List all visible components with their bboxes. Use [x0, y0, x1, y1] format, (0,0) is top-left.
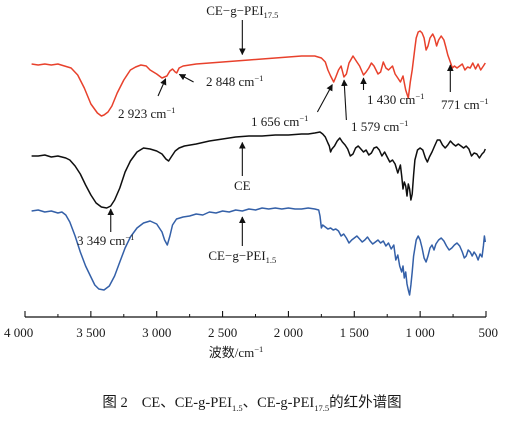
peak-label-sup: −1	[125, 232, 134, 242]
series-label-sub: 17.5	[264, 10, 279, 20]
series-label-main: CE−g−PEI	[208, 248, 265, 263]
peak-label-5: 771 cm−1	[441, 96, 489, 112]
peak-label-sup: −1	[166, 105, 175, 115]
peak-label-sup: −1	[254, 73, 263, 83]
caption-part1: CE、CE-g-PEI	[142, 395, 232, 411]
x-tick-label: 1 500	[340, 325, 369, 340]
spectrum-line-2	[31, 207, 487, 296]
series-label-0: CE−g−PEI17.5	[206, 3, 278, 20]
x-tick-label: 4 000	[4, 325, 33, 340]
spectrum-line-0	[31, 30, 486, 117]
peak-label-2: 1 656 cm−1	[251, 113, 308, 129]
peak-label-sup: −1	[480, 96, 489, 106]
peak-label-sup: −1	[415, 91, 424, 101]
peak-label-1: 2 848 cm−1	[206, 73, 263, 89]
caption-part2: 、CE-g-PEI	[243, 395, 315, 411]
x-tick-label: 3 000	[142, 325, 171, 340]
peak-label-sup: −1	[399, 118, 408, 128]
peak-label-main: 1 656 cm	[251, 114, 299, 129]
x-axis: 4 000 3 500 3 000 2 500 2 000 1 500 1 000 500 波…	[4, 311, 498, 360]
x-tick-label: 1 000	[406, 325, 435, 340]
x-axis-label-main: 波数/cm	[209, 345, 255, 360]
spectrum-line-1	[31, 131, 486, 209]
peak-label-main: 2 923 cm	[118, 106, 166, 121]
figure-caption: 图 2 CE、CE-g-PEI1.5、CE-g-PEI17.5的红外谱图	[102, 394, 401, 413]
peak-arrow-3	[341, 79, 348, 121]
x-tick-label: 2 500	[208, 325, 237, 340]
caption-part3: 的红外谱图	[329, 394, 402, 411]
series-label-1: CE	[234, 178, 251, 193]
series-label-2: CE−g−PEI1.5	[208, 248, 276, 265]
peak-label-0: 2 923 cm−1	[118, 105, 175, 121]
peak-label-main: 2 848 cm	[206, 74, 254, 89]
series-label-sub: 1.5	[266, 255, 277, 265]
x-tick-label: 500	[479, 325, 499, 340]
peak-arrow-0	[157, 78, 167, 97]
x-axis-label-sup: −1	[254, 344, 263, 354]
peak-label-6: 3 349 cm−1	[77, 232, 134, 248]
peak-label-main: 771 cm	[441, 97, 480, 112]
peak-arrow-2	[316, 84, 333, 113]
peak-label-main: 3 349 cm	[77, 233, 125, 248]
peak-label-4: 1 430 cm−1	[367, 91, 424, 107]
peak-label-main: 1 430 cm	[367, 92, 415, 107]
x-ticks: 4 000 3 500 3 000 2 500 2 000 1 500 1 000 500	[4, 311, 498, 340]
peak-label-3: 1 579 cm−1	[351, 118, 408, 134]
caption-figure-label: 图 2	[102, 395, 127, 411]
peak-arrow-1	[178, 73, 194, 83]
x-tick-label: 2 000	[274, 325, 303, 340]
peak-label-main: 1 579 cm	[351, 119, 399, 134]
caption-sub1: 1.5	[232, 403, 243, 413]
caption-sub2: 17.5	[314, 403, 329, 413]
x-axis-label: 波数/cm−1	[209, 344, 264, 360]
series-layer	[31, 30, 487, 296]
series-label-main: CE	[234, 178, 251, 193]
peak-annotation-layer: 2 923 cm−12 848 cm−11 656 cm−11 579 cm−1…	[77, 64, 489, 248]
series-label-main: CE−g−PEI	[206, 3, 263, 18]
peak-label-sup: −1	[299, 113, 308, 123]
x-tick-label: 3 500	[76, 325, 105, 340]
